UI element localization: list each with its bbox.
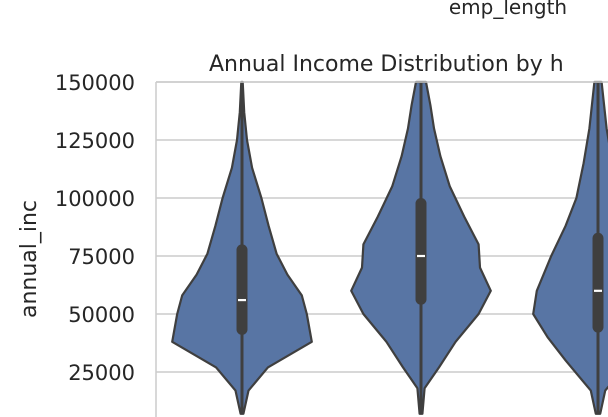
y-tick-label: 50000	[68, 303, 135, 327]
y-tick-label: 100000	[55, 187, 135, 211]
y-tick-label: 75000	[68, 245, 135, 269]
chart-title: Annual Income Distribution by h	[209, 52, 564, 77]
y-tick-labels: 25000 50000 75000 100000 125000 150000	[55, 71, 135, 385]
violin-iqr-box	[236, 244, 248, 335]
violin-iqr-box	[592, 232, 604, 333]
y-axis-label: annual_inc	[17, 200, 42, 318]
y-tick-label: 25000	[68, 361, 135, 385]
violin-iqr-box	[415, 198, 427, 305]
y-tick-label: 150000	[55, 71, 135, 95]
y-tick-label: 125000	[55, 129, 135, 153]
violin-body	[532, 80, 608, 415]
figure-suptitle: emp_length	[449, 0, 567, 19]
violins	[171, 80, 608, 415]
